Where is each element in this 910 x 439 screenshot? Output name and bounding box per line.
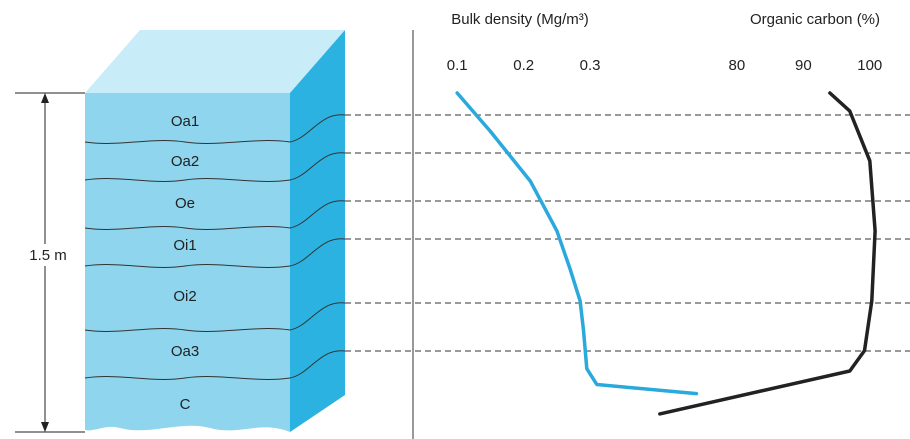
horizon-label: Oi2 — [173, 288, 196, 305]
horizon-label: Oi1 — [173, 237, 196, 254]
chart-title: Bulk density (Mg/m³) — [451, 11, 589, 28]
horizon-label: Oa2 — [171, 153, 199, 170]
block-side — [290, 30, 345, 432]
x-tick-label: 80 — [729, 57, 746, 74]
arrow-head — [41, 422, 49, 432]
block-front — [85, 93, 290, 432]
x-tick-label: 0.3 — [580, 57, 601, 74]
horizon-label: Oa3 — [171, 343, 199, 360]
horizon-label: Oa1 — [171, 113, 199, 130]
figure: 1.5 m Oa1 Oa2 Oe Oi1 Oi2 Oa3 C Bulk density (M… — [0, 0, 910, 439]
x-tick-label: 100 — [857, 57, 882, 74]
x-tick-label: 90 — [795, 57, 812, 74]
arrow-head — [41, 93, 49, 103]
charts: Bulk density (Mg/m³) 0.1 0.2 0.3 Organic car… — [447, 11, 883, 414]
x-tick-label: 0.2 — [513, 57, 534, 74]
chart-title: Organic carbon (%) — [750, 11, 880, 28]
horizon-label: C — [180, 396, 191, 413]
x-tick-label: 0.1 — [447, 57, 468, 74]
data-line — [660, 93, 875, 414]
horizon-label: Oe — [175, 195, 195, 212]
depth-label: 1.5 m — [29, 247, 67, 264]
data-line — [457, 93, 696, 394]
